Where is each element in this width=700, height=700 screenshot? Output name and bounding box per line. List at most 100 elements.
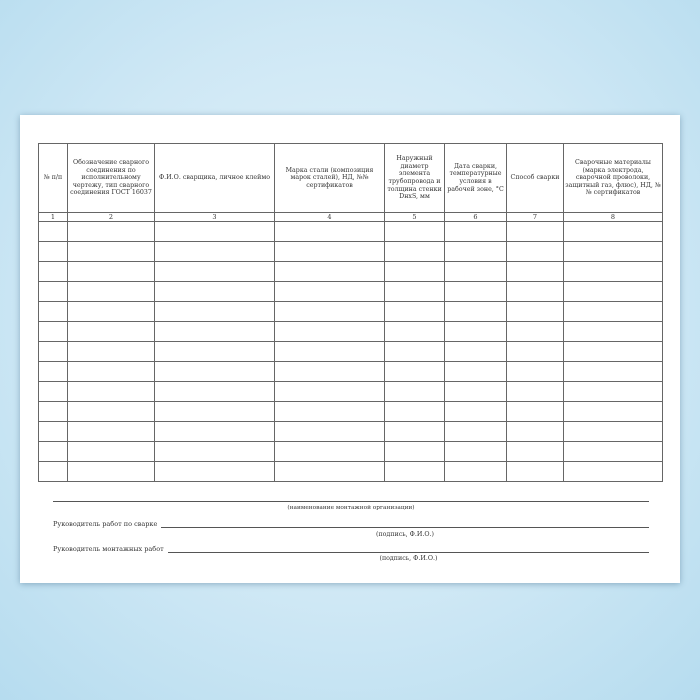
table-cell[interactable] xyxy=(563,361,663,382)
table-cell[interactable] xyxy=(444,261,507,282)
table-cell[interactable] xyxy=(444,301,507,322)
table-cell[interactable] xyxy=(444,221,507,242)
table-cell[interactable] xyxy=(274,421,385,442)
table-cell[interactable] xyxy=(384,241,445,262)
table-cell[interactable] xyxy=(563,461,663,482)
table-cell[interactable] xyxy=(38,461,68,482)
table-cell[interactable] xyxy=(67,261,155,282)
table-cell[interactable] xyxy=(274,301,385,322)
table-cell[interactable] xyxy=(506,461,564,482)
table-cell[interactable] xyxy=(384,421,445,442)
table-cell[interactable] xyxy=(274,461,385,482)
table-cell[interactable] xyxy=(563,261,663,282)
table-cell[interactable] xyxy=(38,341,68,362)
table-cell[interactable] xyxy=(563,421,663,442)
table-cell[interactable] xyxy=(506,321,564,342)
table-cell[interactable] xyxy=(154,321,275,342)
table-cell[interactable] xyxy=(444,441,507,462)
table-cell[interactable] xyxy=(38,401,68,422)
table-cell[interactable] xyxy=(444,361,507,382)
table-cell[interactable] xyxy=(563,321,663,342)
table-cell[interactable] xyxy=(384,261,445,282)
table-cell[interactable] xyxy=(506,261,564,282)
table-cell[interactable] xyxy=(154,241,275,262)
welding-lead-signature-line[interactable] xyxy=(161,527,649,528)
table-cell[interactable] xyxy=(444,281,507,302)
table-cell[interactable] xyxy=(506,281,564,302)
install-lead-signature-line[interactable] xyxy=(168,552,649,553)
table-cell[interactable] xyxy=(154,421,275,442)
table-cell[interactable] xyxy=(38,421,68,442)
table-cell[interactable] xyxy=(563,281,663,302)
table-cell[interactable] xyxy=(384,341,445,362)
table-cell[interactable] xyxy=(154,221,275,242)
table-cell[interactable] xyxy=(154,361,275,382)
table-cell[interactable] xyxy=(506,301,564,322)
table-cell[interactable] xyxy=(444,421,507,442)
table-cell[interactable] xyxy=(154,281,275,302)
table-cell[interactable] xyxy=(563,241,663,262)
table-cell[interactable] xyxy=(563,341,663,362)
table-cell[interactable] xyxy=(506,361,564,382)
table-cell[interactable] xyxy=(67,301,155,322)
table-cell[interactable] xyxy=(274,241,385,262)
table-cell[interactable] xyxy=(154,381,275,402)
table-cell[interactable] xyxy=(444,341,507,362)
table-cell[interactable] xyxy=(274,281,385,302)
table-cell[interactable] xyxy=(563,301,663,322)
table-cell[interactable] xyxy=(506,441,564,462)
table-cell[interactable] xyxy=(67,421,155,442)
table-cell[interactable] xyxy=(384,301,445,322)
table-cell[interactable] xyxy=(506,381,564,402)
table-cell[interactable] xyxy=(38,361,68,382)
table-cell[interactable] xyxy=(67,341,155,362)
table-cell[interactable] xyxy=(274,261,385,282)
table-cell[interactable] xyxy=(38,441,68,462)
table-cell[interactable] xyxy=(274,341,385,362)
table-cell[interactable] xyxy=(444,241,507,262)
table-cell[interactable] xyxy=(67,441,155,462)
table-cell[interactable] xyxy=(67,361,155,382)
table-cell[interactable] xyxy=(506,341,564,362)
table-cell[interactable] xyxy=(444,321,507,342)
table-cell[interactable] xyxy=(444,461,507,482)
table-cell[interactable] xyxy=(38,321,68,342)
table-cell[interactable] xyxy=(67,461,155,482)
table-cell[interactable] xyxy=(444,401,507,422)
table-cell[interactable] xyxy=(38,241,68,262)
table-cell[interactable] xyxy=(67,281,155,302)
table-cell[interactable] xyxy=(154,341,275,362)
table-cell[interactable] xyxy=(384,221,445,242)
table-cell[interactable] xyxy=(384,461,445,482)
table-cell[interactable] xyxy=(563,381,663,402)
table-cell[interactable] xyxy=(384,321,445,342)
table-cell[interactable] xyxy=(444,381,507,402)
table-cell[interactable] xyxy=(384,281,445,302)
table-cell[interactable] xyxy=(384,401,445,422)
table-cell[interactable] xyxy=(67,221,155,242)
table-cell[interactable] xyxy=(274,321,385,342)
table-cell[interactable] xyxy=(154,461,275,482)
table-cell[interactable] xyxy=(38,301,68,322)
table-cell[interactable] xyxy=(563,221,663,242)
table-cell[interactable] xyxy=(384,441,445,462)
table-cell[interactable] xyxy=(154,441,275,462)
table-cell[interactable] xyxy=(384,361,445,382)
table-cell[interactable] xyxy=(67,401,155,422)
table-cell[interactable] xyxy=(67,381,155,402)
table-cell[interactable] xyxy=(67,321,155,342)
table-cell[interactable] xyxy=(38,381,68,402)
table-cell[interactable] xyxy=(563,401,663,422)
table-cell[interactable] xyxy=(38,281,68,302)
table-cell[interactable] xyxy=(506,221,564,242)
table-cell[interactable] xyxy=(154,301,275,322)
org-name-line[interactable] xyxy=(53,501,649,502)
table-cell[interactable] xyxy=(384,381,445,402)
table-cell[interactable] xyxy=(38,221,68,242)
table-cell[interactable] xyxy=(563,441,663,462)
table-cell[interactable] xyxy=(274,381,385,402)
table-cell[interactable] xyxy=(274,221,385,242)
table-cell[interactable] xyxy=(274,361,385,382)
table-cell[interactable] xyxy=(506,401,564,422)
table-cell[interactable] xyxy=(38,261,68,282)
